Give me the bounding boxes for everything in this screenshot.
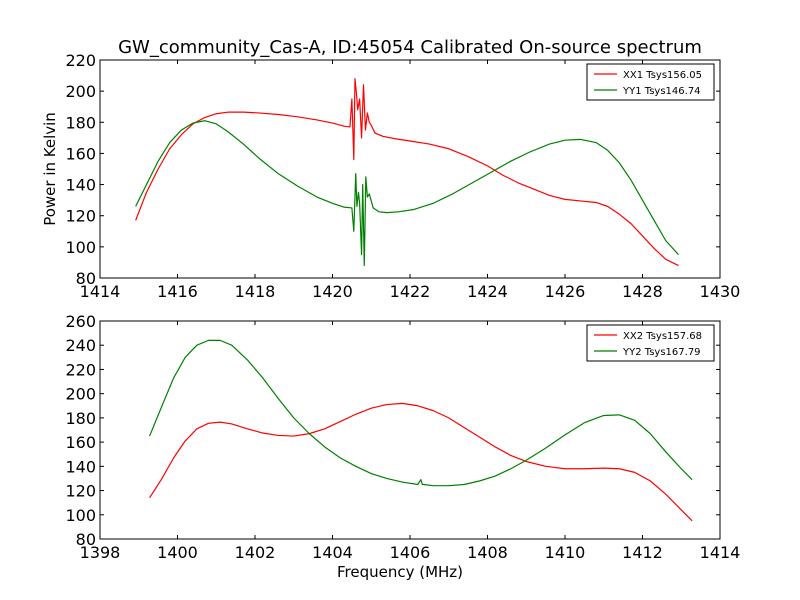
y-tick-label: 180 (65, 409, 96, 428)
figure-title: GW_community_Cas-A, ID:45054 Calibrated … (118, 37, 702, 58)
y-tick-label: 80 (76, 530, 96, 549)
x-tick-label: 1404 (312, 543, 353, 562)
y-tick-label: 120 (65, 207, 96, 226)
series-line-1 (135, 78, 679, 267)
x-tick-label: 1412 (622, 543, 663, 562)
y-tick-label: 240 (65, 336, 96, 355)
legend-label: XX1 Tsys156.05 (623, 70, 702, 81)
y-tick-label: 180 (65, 113, 96, 132)
x-tick-label: 1400 (157, 543, 198, 562)
series-line-2 (149, 339, 693, 487)
legend-box (586, 63, 715, 101)
x-tick-label: 1402 (235, 543, 276, 562)
x-tick-label: 1408 (467, 543, 508, 562)
y-tick-label: 160 (65, 144, 96, 163)
y-tick-label: 260 (65, 312, 96, 331)
legend-label: YY1 Tsys146.74 (622, 86, 701, 97)
x-tick-label: 1406 (390, 543, 431, 562)
legend: XX2 Tsys157.68 YY2 Tsys167.79 (586, 324, 715, 362)
y-tick-label: 100 (65, 506, 96, 525)
plot-top: 1414 1416 1418 1420 1422 1424 1426 1428 1430 80 10… (41, 51, 740, 301)
y-tick-label: 140 (65, 457, 96, 476)
x-tick-label: 1414 (80, 282, 121, 301)
y-tick-label: 220 (65, 360, 96, 379)
legend: XX1 Tsys156.05 YY1 Tsys146.74 (586, 63, 715, 101)
x-tick-label: 1430 (700, 282, 741, 301)
y-tick-label: 80 (76, 269, 96, 288)
y-tick-label: 100 (65, 238, 96, 257)
series-line-1 (149, 402, 693, 522)
y-tick-label: 120 (65, 482, 96, 501)
legend-label: XX2 Tsys157.68 (623, 331, 702, 342)
series-line-2 (135, 120, 679, 267)
y-tick-label: 160 (65, 433, 96, 452)
x-tick-label: 1410 (545, 543, 586, 562)
plot-bottom: 1398 1400 1402 1404 1406 1408 1410 1412 1414 80 10… (65, 312, 740, 581)
y-tick-label: 200 (65, 385, 96, 404)
x-tick-label: 1414 (700, 543, 741, 562)
x-tick-label: 1424 (467, 282, 508, 301)
y-tick-label: 140 (65, 176, 96, 195)
x-tick-label: 1422 (390, 282, 431, 301)
y-axis-label: Power in Kelvin (41, 112, 59, 226)
x-tick-label: 1416 (157, 282, 198, 301)
x-tick-label: 1426 (545, 282, 586, 301)
legend-label: YY2 Tsys167.79 (622, 347, 701, 358)
y-tick-label: 220 (65, 51, 96, 70)
x-axis-label: Frequency (MHz) (337, 563, 463, 581)
legend-box (586, 324, 715, 362)
x-tick-label: 1418 (235, 282, 276, 301)
x-tick-label: 1398 (80, 543, 121, 562)
x-tick-label: 1420 (312, 282, 353, 301)
x-tick-label: 1428 (622, 282, 663, 301)
y-tick-label: 200 (65, 82, 96, 101)
